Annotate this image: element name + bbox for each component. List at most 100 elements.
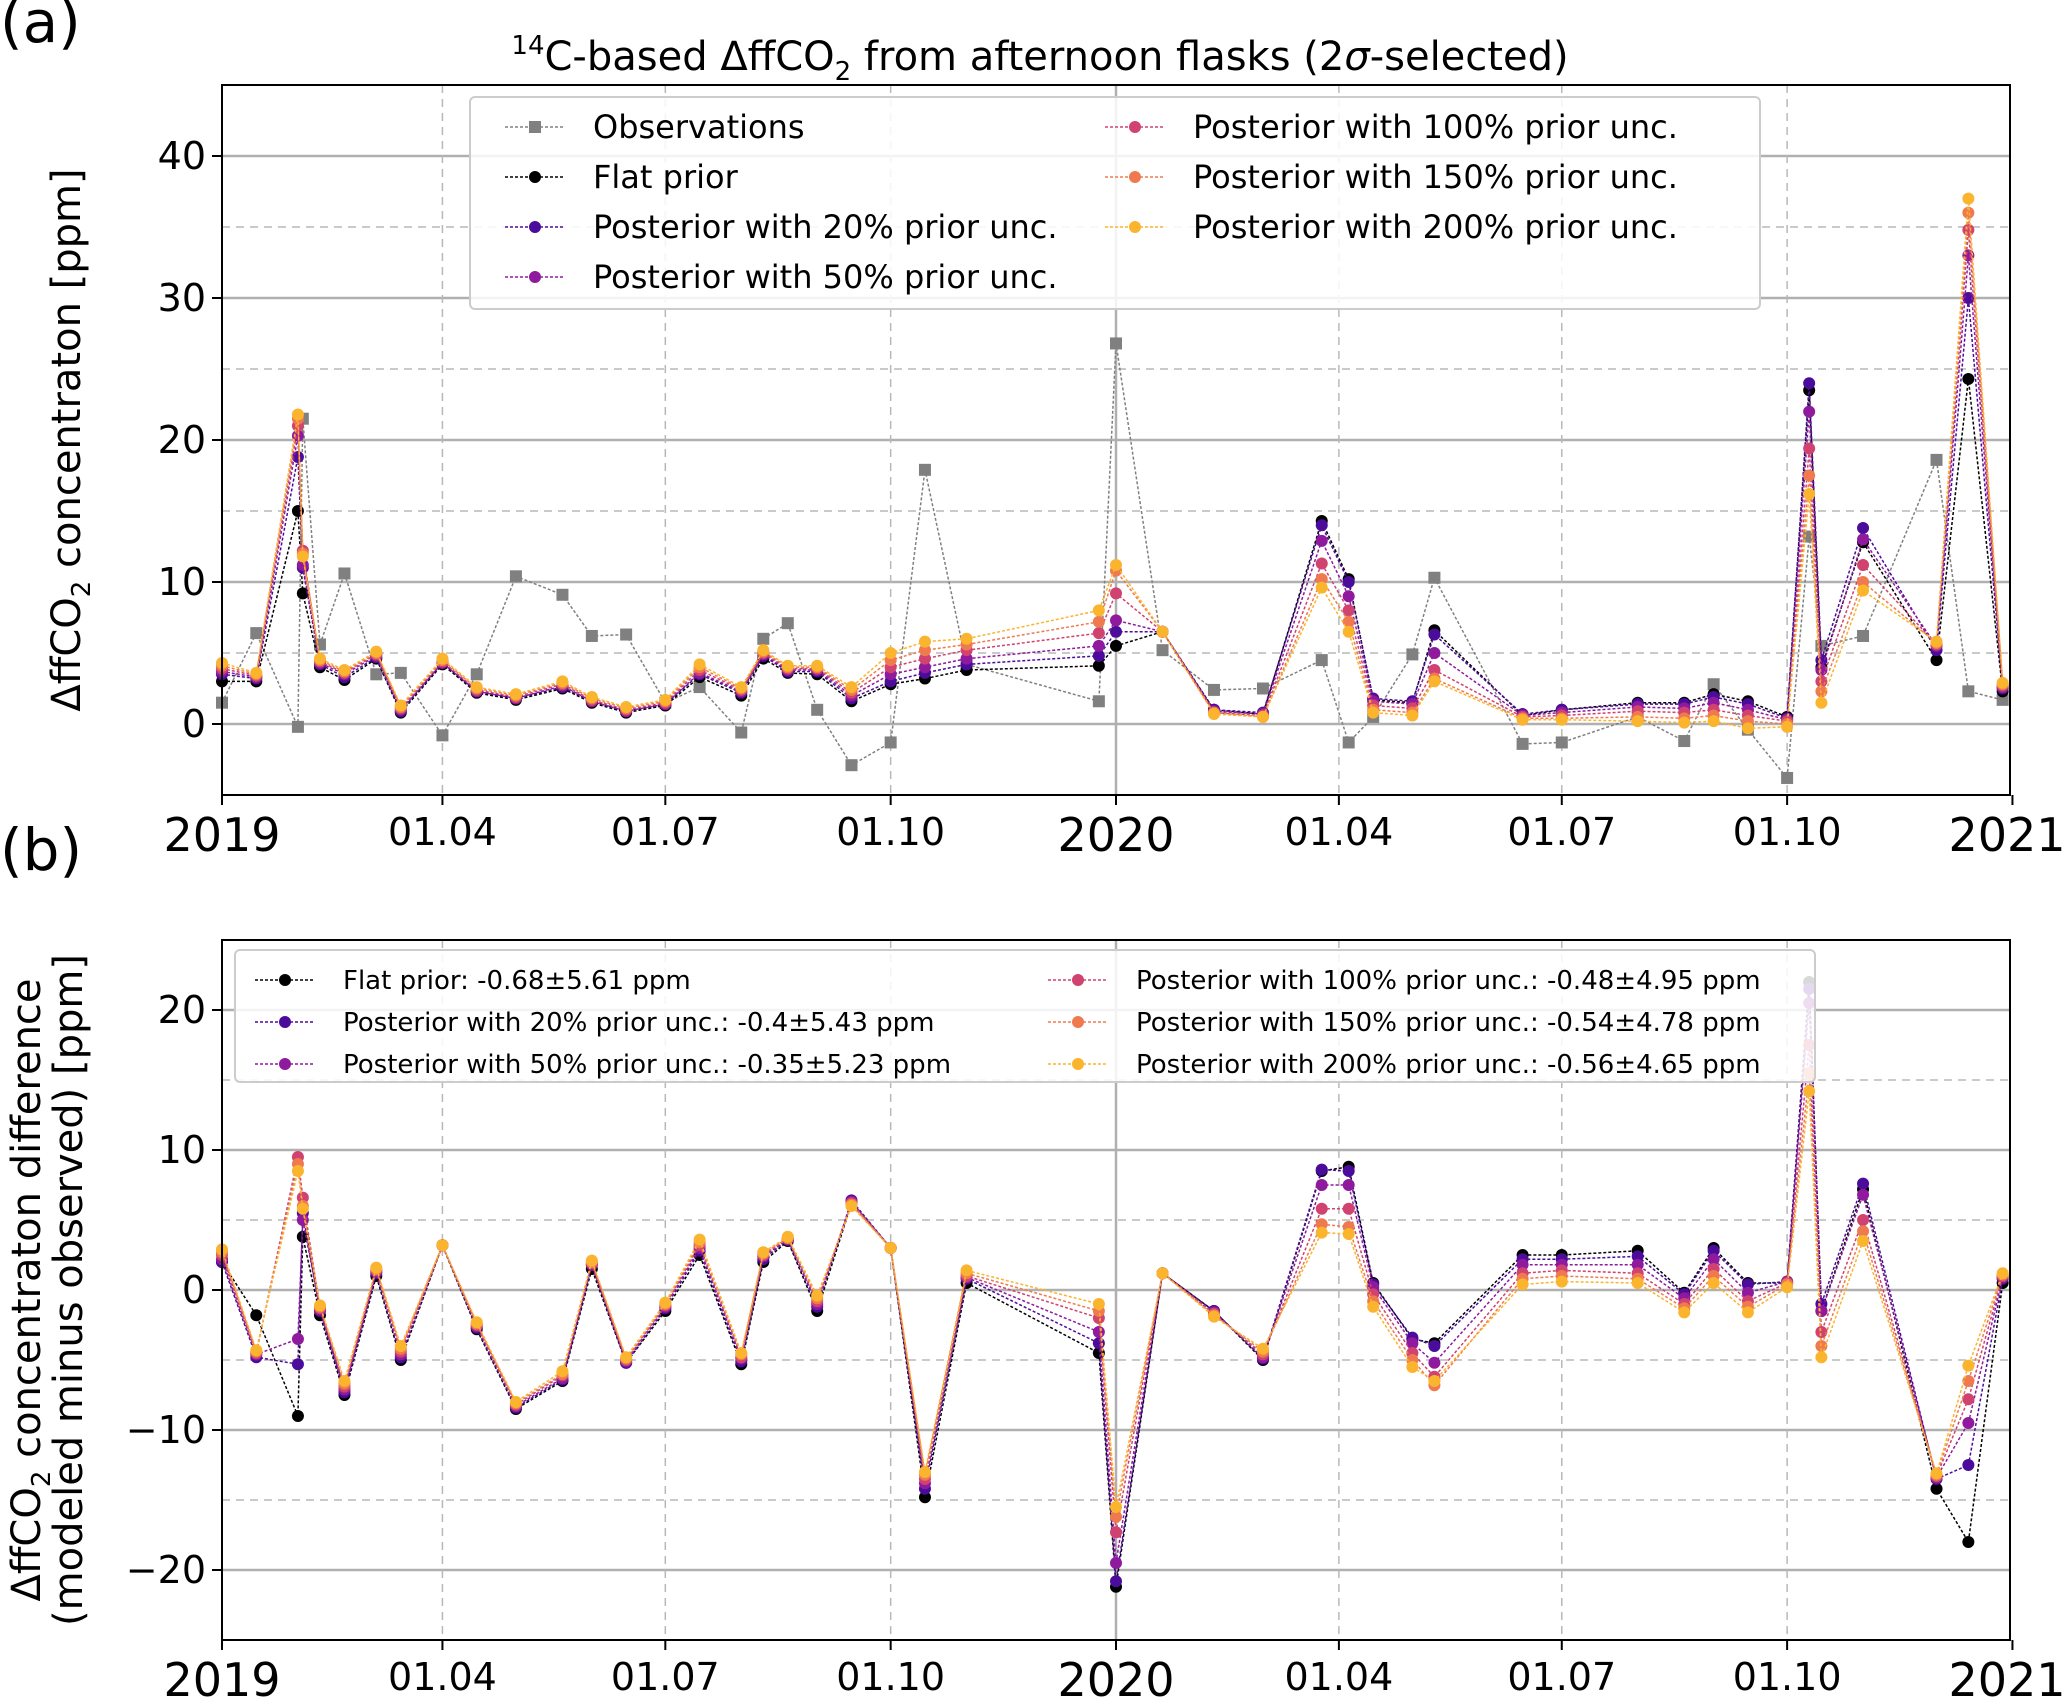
series-line-observations — [221, 343, 2003, 780]
legend-label-p150: Posterior with 150% prior unc. — [1193, 158, 1678, 196]
yticks-b: −20 −10 0 10 20 — [126, 988, 222, 1592]
data-point-p150 — [1315, 1218, 1328, 1231]
data-point-p100 — [1092, 627, 1105, 640]
data-point-p200 — [394, 699, 407, 712]
series-observations — [216, 337, 2009, 784]
data-point-p200 — [1342, 625, 1355, 638]
data-point-p200 — [556, 1365, 569, 1378]
data-point-p200 — [1741, 722, 1754, 735]
data-point-flat — [250, 1309, 263, 1322]
data-point-observations — [556, 588, 569, 601]
data-point-p100 — [1857, 558, 1870, 571]
title-end: -selected) — [1370, 34, 1569, 80]
panel-b-label: (b) — [0, 816, 82, 884]
data-point-p200 — [1781, 1281, 1794, 1294]
series-line-p100 — [221, 229, 2004, 723]
data-point-p200 — [918, 635, 931, 648]
data-point-p50 — [1092, 1326, 1105, 1338]
data-point-p100 — [1857, 1214, 1870, 1226]
legend-b: Flat prior: -0.68±5.61 ppm Posterior with… — [234, 949, 1816, 1083]
data-point-p200 — [757, 1246, 770, 1259]
title-subscript: 2 — [835, 57, 852, 87]
data-point-p50 — [1110, 1557, 1122, 1569]
data-point-observations — [1930, 453, 1943, 466]
data-point-p200 — [436, 652, 449, 665]
data-point-flat — [296, 587, 309, 600]
legend-marker-p150 — [1072, 1016, 1084, 1028]
ylabel-b-main: ΔffCO — [4, 1487, 50, 1601]
data-point-observations — [757, 632, 770, 645]
data-point-p200 — [1857, 584, 1870, 597]
data-point-observations — [735, 726, 748, 739]
data-point-observations — [291, 720, 304, 733]
data-point-observations — [585, 629, 598, 642]
data-point-p20 — [1962, 1459, 1975, 1471]
data-point-p200 — [884, 647, 897, 659]
data-point-p200 — [585, 1254, 598, 1267]
data-point-observations — [811, 703, 824, 716]
data-point-p20 — [1110, 1575, 1122, 1588]
data-point-p150 — [1857, 576, 1870, 588]
data-point-observations — [1996, 693, 2009, 706]
data-point-p50 — [1962, 1417, 1975, 1429]
data-point-observations — [781, 617, 794, 630]
series-line-flat — [222, 378, 2004, 718]
data-point-p150 — [1803, 469, 1816, 482]
data-point-p200 — [1631, 715, 1644, 728]
data-point-flat — [1962, 372, 1975, 385]
x-tick-label: 01.10 — [1733, 1655, 1842, 1699]
data-point-p200 — [470, 681, 483, 694]
data-point-p200 — [1741, 1306, 1754, 1319]
data-point-p200 — [1367, 706, 1380, 719]
title-body: C-based ΔffCO — [545, 34, 835, 80]
data-point-observations — [845, 759, 858, 772]
data-point-p200 — [1207, 708, 1220, 721]
data-point-p200 — [1815, 696, 1828, 709]
data-point-p200 — [735, 1347, 748, 1359]
x-tick-label: 01.07 — [1507, 810, 1616, 854]
data-point-p200 — [918, 1466, 931, 1478]
data-point-p200 — [1516, 1278, 1529, 1291]
series-line-p150 — [221, 1072, 2004, 1517]
data-point-p200 — [1996, 676, 2009, 689]
data-point-p200 — [1857, 1235, 1870, 1247]
legend-marker-p200 — [1072, 1058, 1084, 1070]
data-point-observations — [338, 567, 351, 580]
data-point-p100 — [1428, 664, 1441, 677]
data-point-p200 — [811, 1289, 824, 1302]
data-point-p20 — [1857, 522, 1870, 535]
data-point-p200 — [370, 645, 383, 658]
data-point-p200 — [296, 550, 309, 563]
legend-label-p150: Posterior with 150% prior unc.: -0.54±4.… — [1136, 1008, 1761, 1038]
data-point-p50 — [1857, 1188, 1870, 1201]
ylabel-b-sub: 2 — [27, 1471, 57, 1488]
data-point-observations — [1110, 337, 1122, 350]
data-point-p200 — [845, 681, 858, 694]
legend-label-p100: Posterior with 100% prior unc. — [1193, 108, 1678, 146]
data-point-flat — [1962, 1536, 1975, 1548]
chart-title: 14C-based ΔffCO2 from afternoon flasks (… — [511, 31, 1568, 87]
data-point-observations — [884, 736, 897, 749]
series-line-p200 — [221, 198, 2004, 730]
data-point-p200 — [620, 1351, 633, 1364]
data-point-p200 — [1781, 720, 1794, 733]
data-point-flat — [1092, 659, 1105, 672]
panel-a: 0 10 20 30 40 2019 01.04 01.07 01.10 2020 01.04 01… — [44, 84, 2066, 862]
x-tick-label: 2021 — [1948, 808, 2065, 862]
title-suffix: from afternoon flasks (2 — [851, 34, 1344, 80]
data-point-p200 — [1930, 1467, 1943, 1480]
data-point-p200 — [556, 675, 569, 688]
data-point-p200 — [845, 1200, 858, 1212]
legend-marker-p20 — [279, 1016, 291, 1028]
ylabel-a: ΔffCO2 concentraton [ppm] — [44, 168, 97, 711]
legend-label-p50: Posterior with 50% prior unc. — [593, 258, 1058, 296]
data-point-p50 — [1803, 405, 1816, 418]
data-point-p50 — [918, 661, 931, 674]
data-point-p20 — [1741, 1278, 1754, 1291]
data-point-p20 — [1092, 1337, 1105, 1350]
data-point-p50 — [1406, 1337, 1419, 1350]
data-point-observations — [620, 628, 633, 641]
series-flat — [216, 372, 2009, 723]
x-tick-label: 2021 — [1948, 1653, 2065, 1703]
